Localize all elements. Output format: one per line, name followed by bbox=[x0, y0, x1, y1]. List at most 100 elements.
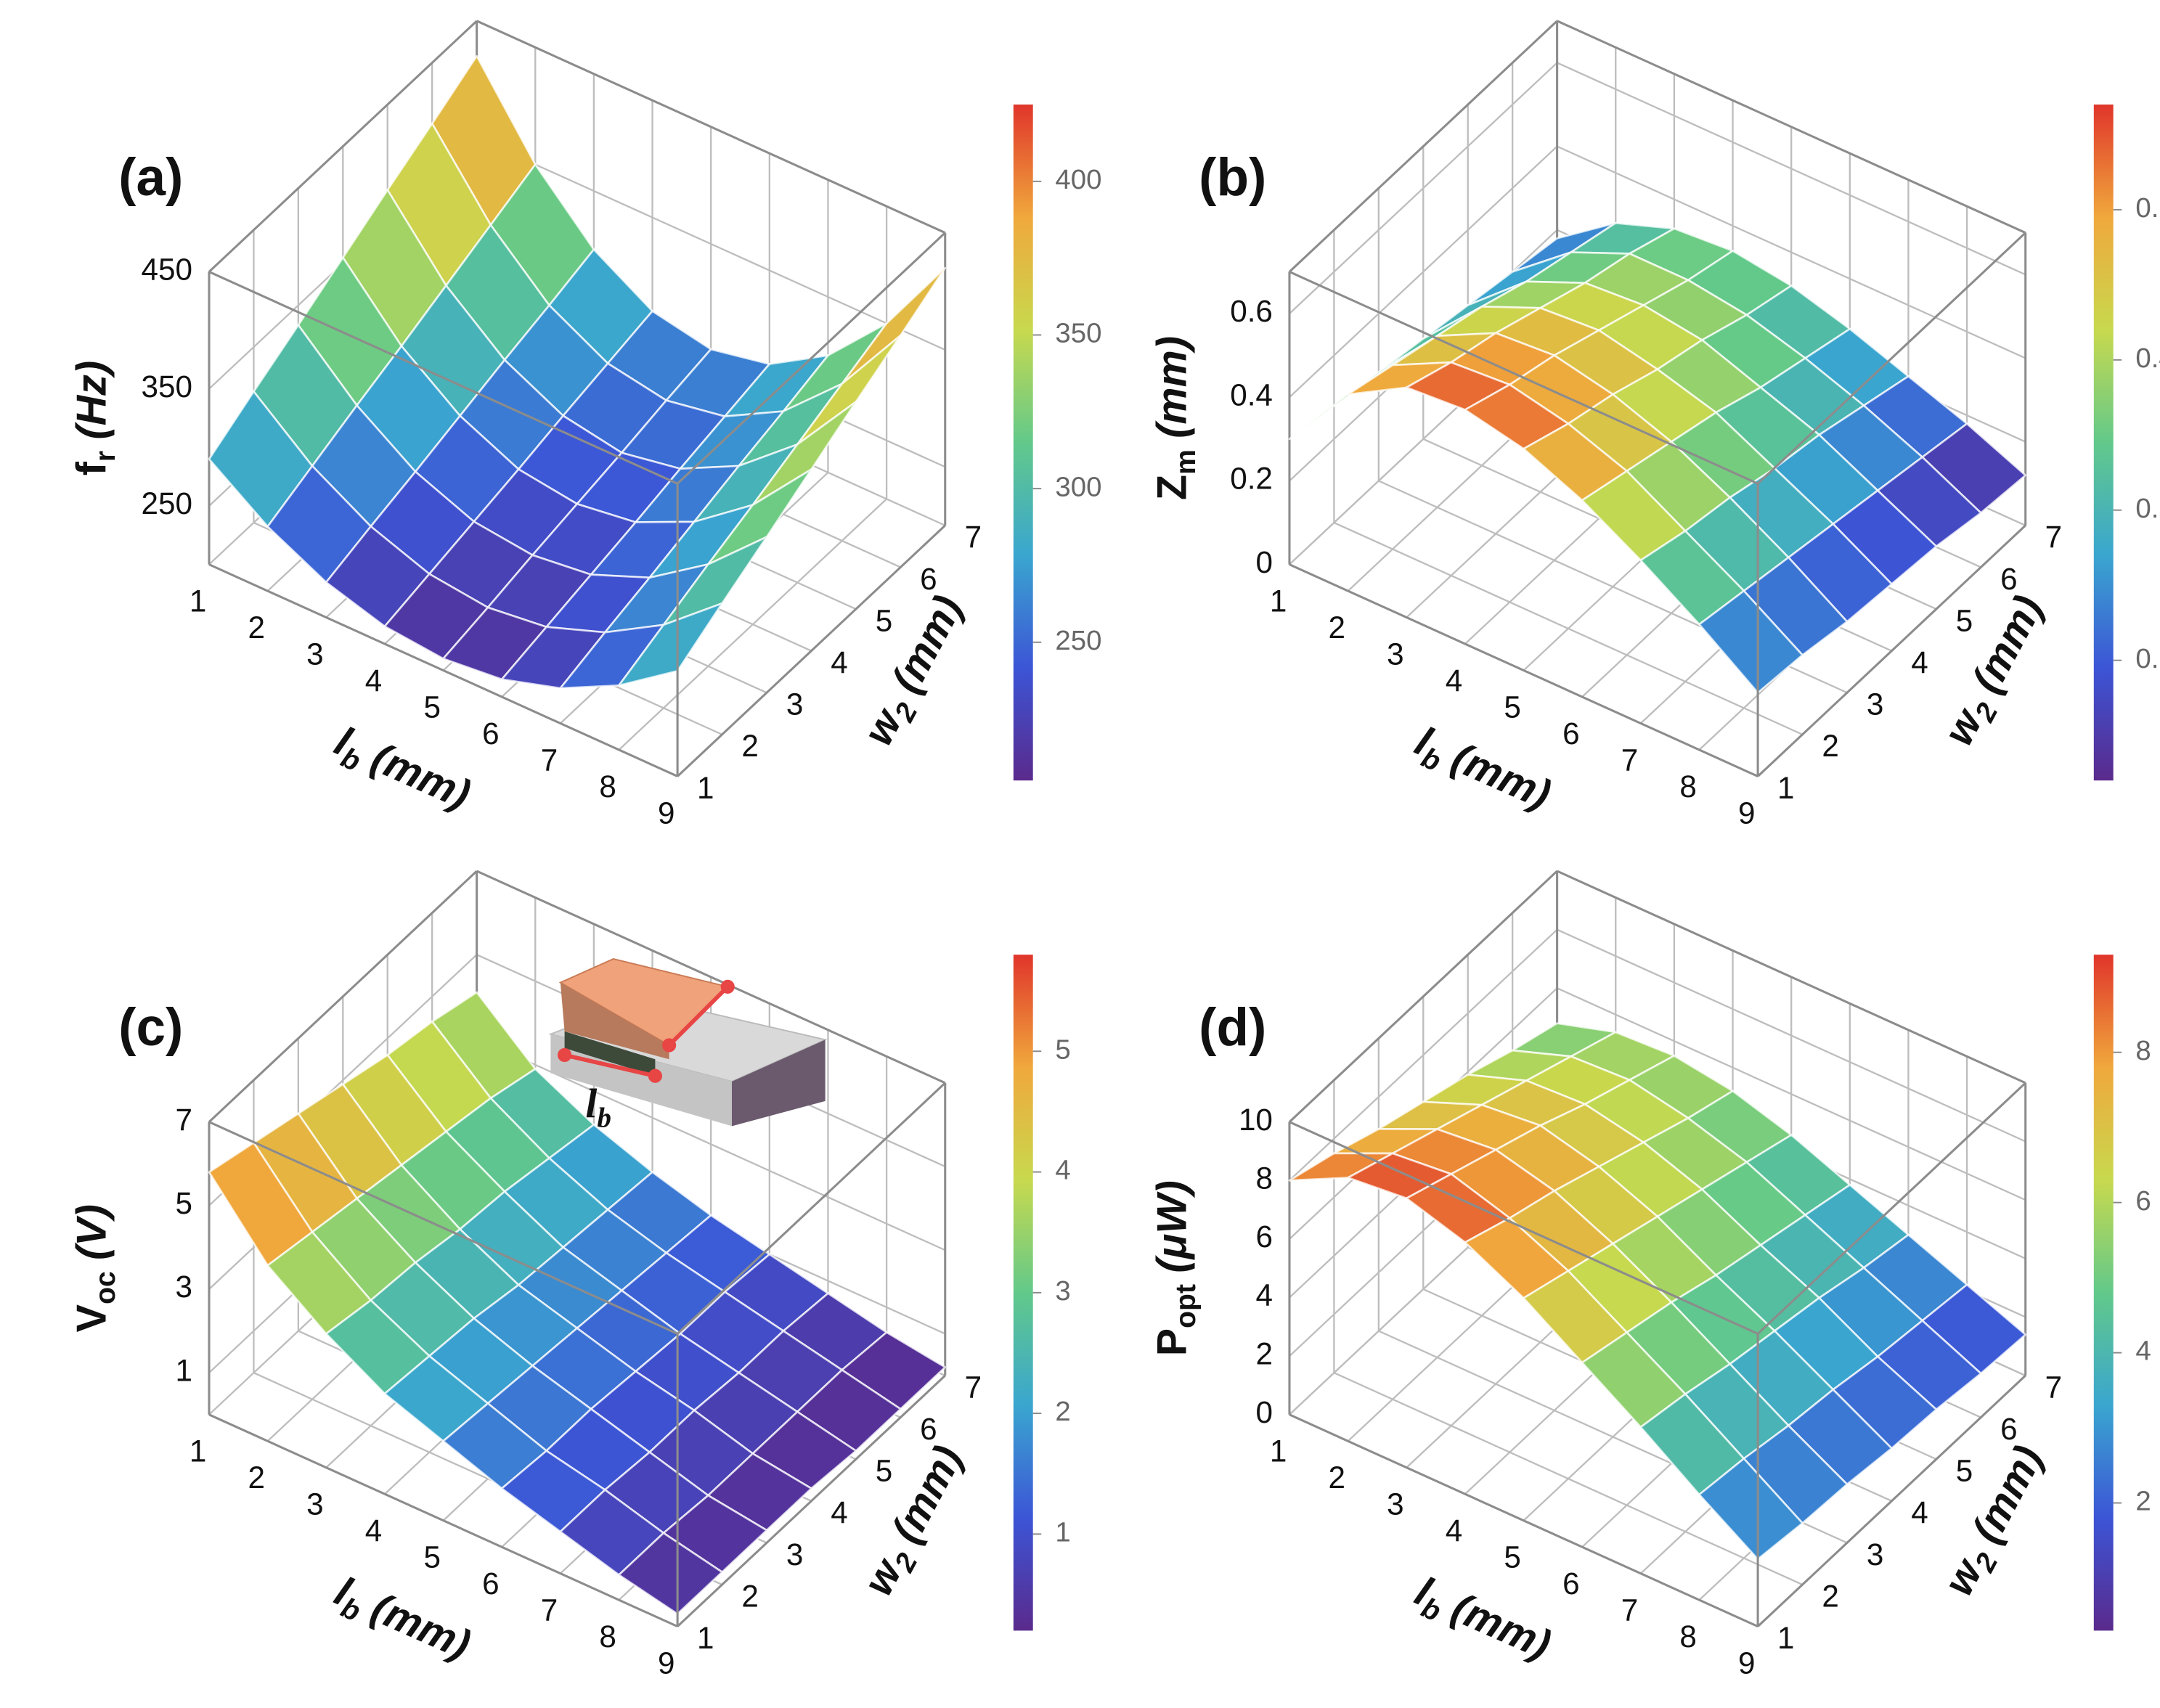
floor-grid-line bbox=[1333, 1372, 1804, 1586]
wall-grid-line bbox=[1557, 987, 2026, 1201]
y-tick-label: 7 bbox=[2045, 520, 2062, 554]
colorbar-tick-label: 4 bbox=[1055, 1155, 1070, 1186]
x-tick-label: 5 bbox=[1504, 690, 1520, 724]
y-tick-label: 3 bbox=[1867, 687, 1883, 722]
label-unit: (Hz) bbox=[69, 361, 115, 440]
plots: 1234567891234567250350450lb(mm)w2(mm)fr(… bbox=[69, 20, 2160, 1680]
x-tick-label: 4 bbox=[365, 1513, 382, 1548]
colorbar bbox=[1013, 105, 1033, 781]
y-tick-label: 4 bbox=[831, 1495, 847, 1529]
x-tick-label: 8 bbox=[1679, 769, 1696, 804]
box-edge bbox=[476, 870, 946, 1084]
box-edge bbox=[677, 1082, 946, 1335]
box-edge bbox=[208, 1121, 678, 1335]
y-tick-label: 2 bbox=[1822, 1579, 1838, 1613]
x-tick-label: 6 bbox=[482, 1566, 499, 1601]
x-tick-label: 5 bbox=[423, 1540, 440, 1574]
z-tick-label: 8 bbox=[1255, 1161, 1272, 1195]
z-tick-label: 7 bbox=[175, 1103, 192, 1137]
y-tick-label: 1 bbox=[697, 771, 714, 805]
y-tick-label: 6 bbox=[2000, 562, 2017, 596]
x-tick-label: 4 bbox=[1446, 663, 1462, 698]
x-tick-label: 8 bbox=[599, 1619, 616, 1654]
box-edge bbox=[1757, 232, 2026, 485]
surface-patch bbox=[618, 602, 723, 687]
y-tick-label: 1 bbox=[1777, 1621, 1794, 1655]
z-tick-label: 5 bbox=[175, 1186, 192, 1220]
colorbar-tick-label: 2 bbox=[1055, 1396, 1070, 1427]
marker-dot bbox=[661, 1038, 677, 1053]
y-tick-label: 3 bbox=[786, 687, 803, 722]
x-tick-label: 2 bbox=[248, 1460, 265, 1495]
colorbar-tick-label: 1 bbox=[1055, 1517, 1070, 1548]
z-tick-label: 0.4 bbox=[1230, 377, 1273, 412]
label-unit: (mm) bbox=[1149, 336, 1196, 438]
x-tick-label: 8 bbox=[1679, 1619, 1696, 1654]
proof-mass-side bbox=[560, 982, 669, 1060]
y-tick-label: 4 bbox=[1911, 1495, 1928, 1529]
x-tick-label: 4 bbox=[365, 663, 382, 698]
colorbar-tick-label: 250 bbox=[1055, 625, 1101, 656]
colorbar bbox=[2093, 955, 2114, 1631]
x-tick-label: 2 bbox=[1329, 1460, 1345, 1495]
colorbar-tick-label: 6 bbox=[2135, 1185, 2151, 1217]
axis-label: lb bbox=[585, 1082, 611, 1134]
colorbar-tick-label: 3 bbox=[1055, 1275, 1070, 1307]
y-tick-label: 5 bbox=[1956, 603, 1973, 637]
y-tick-label: 2 bbox=[1822, 729, 1838, 763]
box-edge bbox=[1556, 870, 2026, 1084]
box-edge bbox=[208, 1413, 678, 1628]
x-tick-label: 1 bbox=[189, 1434, 206, 1468]
x-tick-label: 1 bbox=[189, 584, 206, 618]
label-main: f bbox=[69, 461, 115, 475]
colorbar-tick-label: 400 bbox=[1055, 164, 1101, 195]
z-tick-label: 450 bbox=[142, 253, 192, 287]
y-tick-label: 4 bbox=[831, 645, 847, 679]
panel-label: (c) bbox=[118, 998, 183, 1057]
colorbar bbox=[1013, 955, 1033, 1631]
x-tick-label: 7 bbox=[1621, 743, 1638, 777]
label-main: l bbox=[585, 1082, 597, 1127]
label-sub: m bbox=[1170, 449, 1202, 475]
box-edge bbox=[208, 20, 478, 273]
surface-patch bbox=[1698, 1458, 1804, 1561]
x-tick-label: 3 bbox=[306, 637, 323, 671]
label-sub: opt bbox=[1170, 1284, 1202, 1328]
x-tick-label: 3 bbox=[1387, 637, 1403, 671]
box-edge bbox=[677, 524, 946, 777]
z-tick-label: 2 bbox=[1255, 1336, 1272, 1370]
wall-grid-line bbox=[1557, 145, 2026, 359]
axis-label: Voc (V) bbox=[69, 1204, 121, 1332]
y-tick-label: 6 bbox=[2000, 1412, 2017, 1446]
panel-label: (a) bbox=[118, 148, 183, 207]
x-tick-label: 6 bbox=[482, 716, 499, 751]
box-edge bbox=[476, 20, 946, 234]
z-tick-label: 3 bbox=[175, 1270, 192, 1304]
y-tick-label: 1 bbox=[697, 1621, 714, 1655]
z-tick-label: 0.6 bbox=[1230, 294, 1273, 328]
x-tick-label: 9 bbox=[1738, 1646, 1755, 1680]
y-tick-label: 6 bbox=[920, 1412, 937, 1446]
box-edge bbox=[208, 870, 478, 1123]
y-tick-label: 5 bbox=[876, 603, 892, 637]
x-tick-label: 5 bbox=[423, 690, 440, 724]
box-edge bbox=[1289, 1413, 1758, 1628]
colorbar-tick-label: 300 bbox=[1055, 471, 1101, 502]
x-tick-label: 9 bbox=[658, 796, 675, 830]
y-tick-label: 6 bbox=[920, 562, 937, 596]
label-main: V bbox=[69, 1304, 115, 1332]
x-tick-label: 9 bbox=[658, 1646, 675, 1680]
box-edge bbox=[677, 1374, 946, 1627]
x-tick-label: 2 bbox=[248, 610, 265, 645]
box-edge bbox=[1289, 563, 1758, 777]
device-inset bbox=[548, 957, 828, 1127]
surface-patch bbox=[618, 1532, 723, 1615]
colorbar-tick-label: 4 bbox=[2135, 1336, 2151, 1367]
x-tick-label: 6 bbox=[1562, 1566, 1579, 1601]
box-edge bbox=[208, 271, 678, 485]
label-unit: (V) bbox=[69, 1204, 115, 1260]
wall-grid-line bbox=[476, 137, 946, 351]
z-tick-label: 350 bbox=[142, 369, 192, 404]
